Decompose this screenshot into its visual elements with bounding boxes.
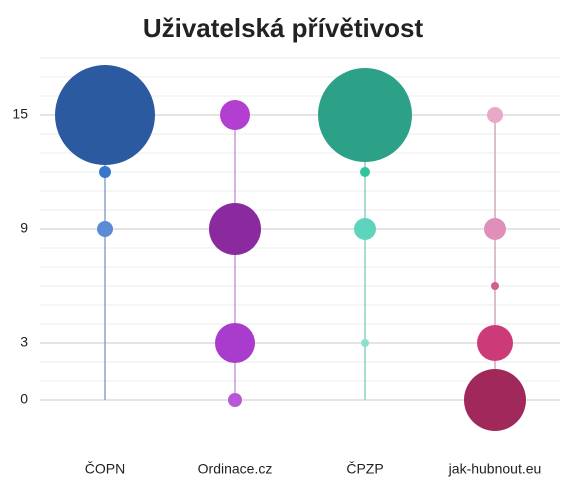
bubble (228, 393, 242, 407)
bubble (484, 218, 506, 240)
chart-title: Uživatelská přívětivost (143, 13, 424, 43)
bubble (220, 100, 250, 130)
bubble (354, 218, 376, 240)
bubble (318, 68, 412, 162)
y-tick-label: 3 (20, 334, 28, 350)
bubble (477, 325, 513, 361)
bubble (361, 339, 369, 347)
bubble (99, 166, 111, 178)
x-tick-label: ČPZP (346, 461, 383, 477)
y-tick-label: 9 (20, 220, 28, 236)
bubble (215, 323, 255, 363)
bubble (97, 221, 113, 237)
bubble (487, 107, 503, 123)
y-tick-label: 15 (12, 106, 28, 122)
bubble (491, 282, 499, 290)
bubble (360, 167, 370, 177)
x-tick-label: Ordinace.cz (198, 461, 273, 477)
y-tick-label: 0 (20, 391, 28, 407)
bubble (209, 203, 261, 255)
bubble (464, 369, 526, 431)
x-tick-label: ČOPN (85, 461, 125, 477)
bubble (55, 65, 155, 165)
x-tick-label: jak-hubnout.eu (448, 461, 542, 477)
